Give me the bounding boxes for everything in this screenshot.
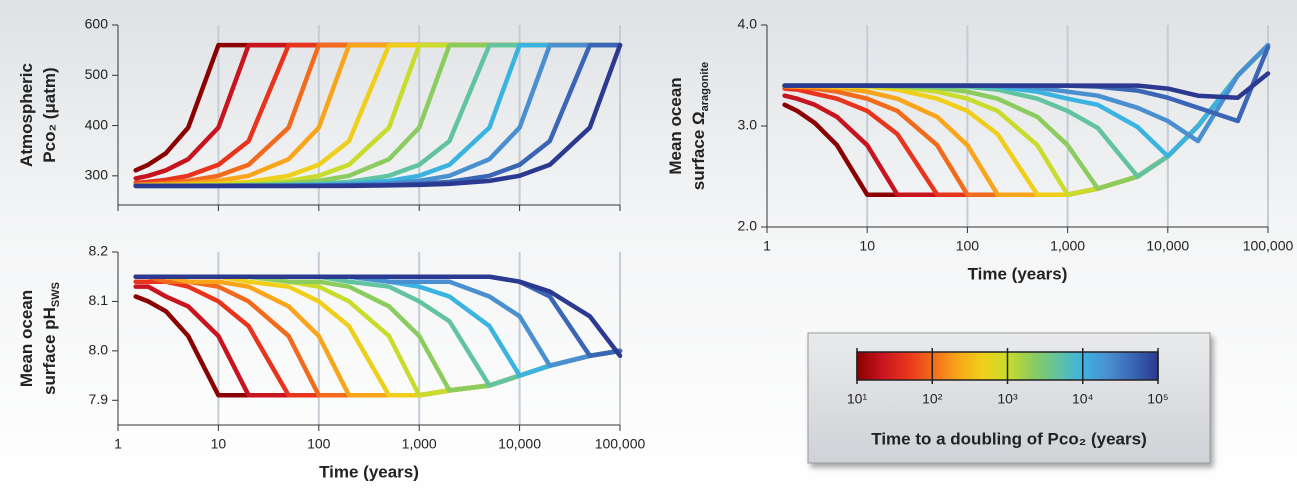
y-tick-label: 3.0 [738,117,758,133]
colorbar-tick-label: 10² [922,391,943,407]
y-tick-label: 2.0 [738,218,758,234]
y-axis-label-text: Mean ocean [666,77,685,174]
data-line [782,42,1271,197]
y-tick-label: 7.9 [89,391,109,407]
colorbar-tick-label: 10⁵ [1147,391,1168,407]
y-axis-label-text: Pco₂ (μatm) [40,67,59,162]
x-tick-label: 1,000 [1050,238,1085,254]
x-tick-label: 10,000 [498,436,541,452]
y-axis-label: Mean ocean [666,77,685,174]
data-line [133,42,623,173]
y-tick-label: 600 [85,16,109,32]
x-tick-label: 100,000 [1243,238,1294,254]
y-axis-label-text: Mean ocean [17,290,36,387]
data-line [782,42,1271,197]
y-axis-label: surface pHSWS [40,282,61,395]
y-axis-label: Mean ocean [17,290,36,387]
y-axis-label: surface Ωaragonite [689,62,710,190]
x-tick-label: 10 [859,238,875,254]
y-axis-label-subscript: aragonite [699,62,711,112]
x-tick-label: 100 [956,238,980,254]
y-axis-label-text: surface Ω [689,111,708,190]
data-line [782,42,1271,197]
data-line [133,42,623,181]
y-axis-label-text: surface pH [40,307,59,395]
x-tick-label: 10 [211,436,227,452]
x-tick-label: 1 [763,238,771,254]
x-tick-label: 100 [307,436,331,452]
data-line [133,42,623,189]
y-tick-label: 8.0 [89,342,109,358]
colorbar-tick-label: 10⁴ [1072,391,1094,407]
x-tick-label: 1 [114,436,122,452]
x-axis-label: Time (years) [319,462,419,481]
data-line [782,42,1271,191]
y-tick-label: 500 [85,66,109,82]
data-line [133,274,623,359]
y-tick-label: 300 [85,167,109,183]
data-line [782,71,1271,100]
data-line [782,42,1271,197]
colorbar-tick-label: 10³ [997,391,1018,407]
y-tick-label: 8.1 [89,292,109,308]
y-tick-label: 8.2 [89,243,109,259]
y-tick-label: 400 [85,116,109,132]
x-tick-label: 100,000 [595,436,646,452]
y-axis-label-subscript: SWS [50,282,62,307]
colorbar-tick-label: 10¹ [847,391,868,407]
x-axis-label: Time (years) [968,264,1068,283]
y-axis-label: Atmospheric [17,63,36,167]
x-tick-label: 1,000 [402,436,437,452]
data-line [782,42,1271,197]
x-tick-label: 10,000 [1146,238,1189,254]
y-axis-label: Pco₂ (μatm) [40,67,59,162]
data-line [782,42,1271,197]
y-axis-label-text: Atmospheric [17,63,36,167]
data-line [782,42,1271,197]
y-tick-label: 4.0 [738,16,758,32]
colorbar-title: Time to a doubling of Pco₂ (years) [871,429,1147,448]
